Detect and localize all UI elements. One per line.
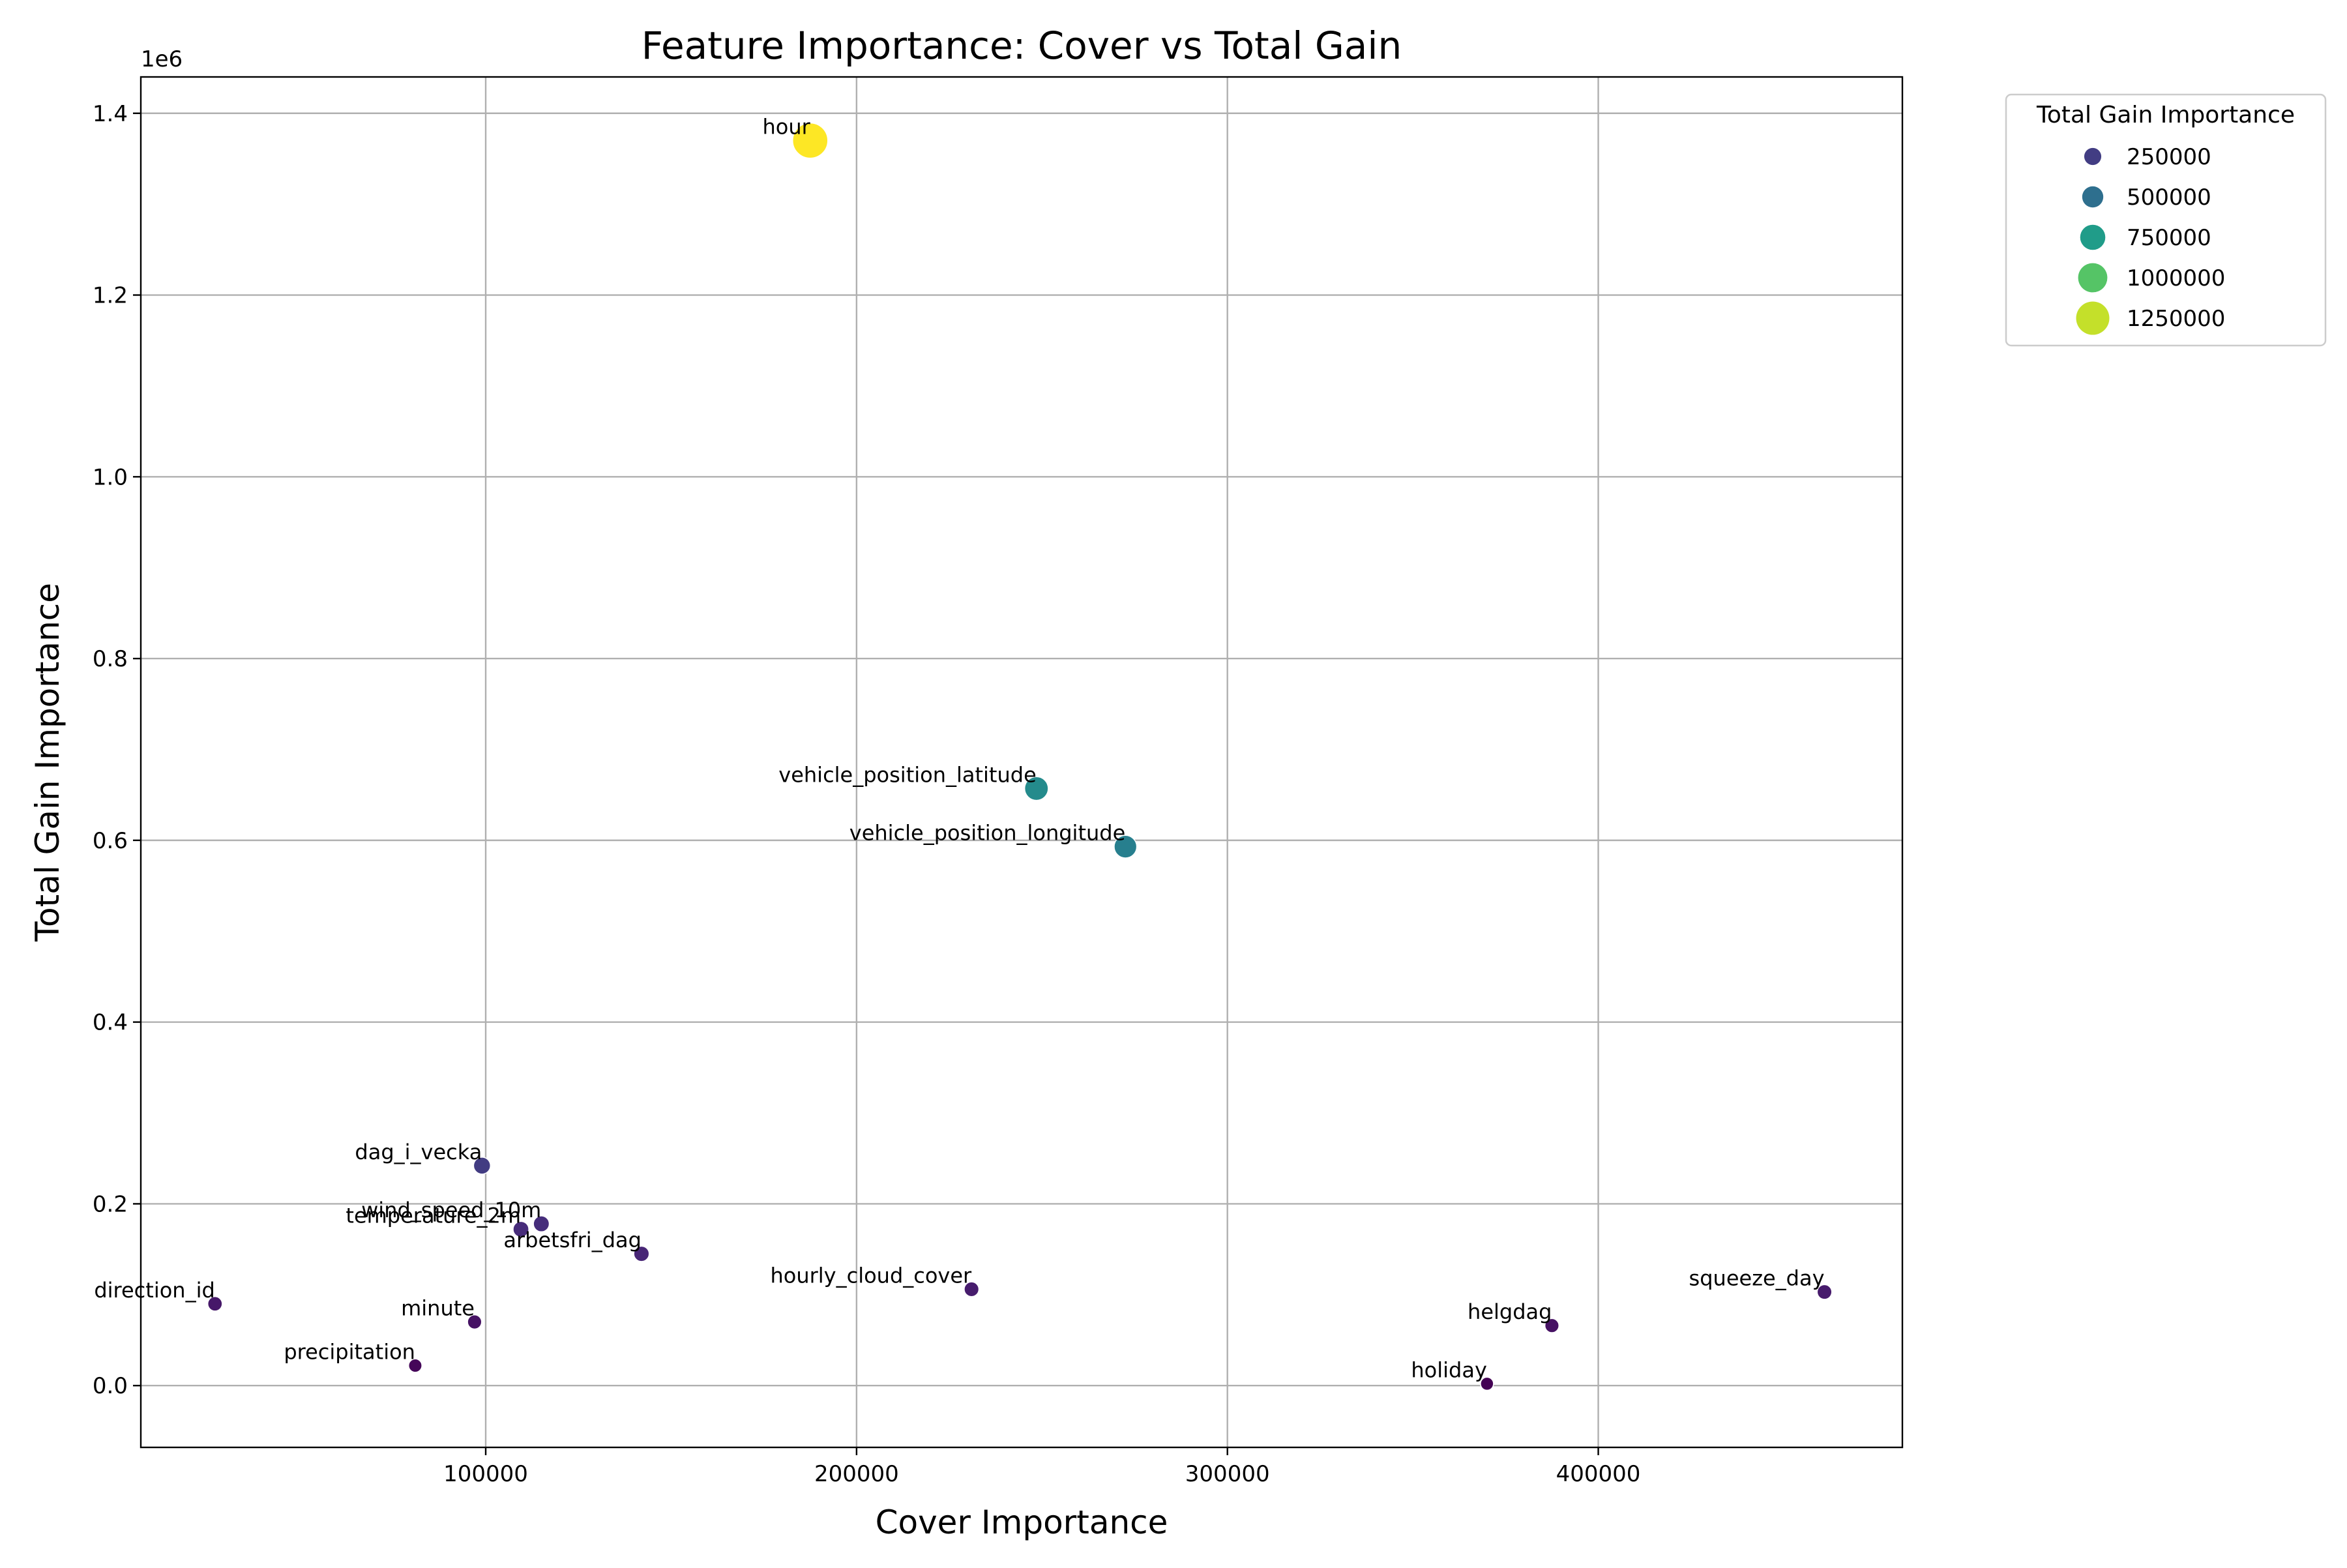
point-label: vehicle_position_latitude	[778, 762, 1036, 787]
y-tick-label: 0.0	[93, 1373, 128, 1399]
plot-frame	[140, 76, 1904, 1449]
y-tick-label: 0.2	[93, 1191, 128, 1217]
data-points	[207, 122, 1833, 1391]
grid-lines	[141, 77, 1902, 1447]
axis-ticks: 100000 200000 300000 400000 0.0 0.2 0.4 0.6 0.8 1…	[93, 101, 1641, 1487]
data-point	[1816, 1284, 1833, 1300]
data-point	[1480, 1376, 1494, 1391]
x-tick-label: 200000	[814, 1461, 899, 1487]
y-axis-label: Total Gain Importance	[29, 583, 66, 942]
legend-label: 250000	[2127, 144, 2211, 170]
point-label: hourly_cloud_cover	[770, 1263, 972, 1288]
legend-label: 1250000	[2127, 306, 2225, 332]
x-tick-label: 300000	[1185, 1461, 1270, 1487]
y-tick-label: 0.6	[93, 828, 128, 854]
legend-marker	[2082, 186, 2104, 208]
point-label: squeeze_day	[1689, 1266, 1825, 1291]
point-labels: hour vehicle_position_latitude vehicle_pos…	[94, 115, 1824, 1383]
legend-marker	[2084, 147, 2102, 166]
legend-title: Total Gain Importance	[2036, 102, 2295, 128]
data-point	[533, 1215, 550, 1233]
data-point	[1024, 776, 1049, 801]
x-axis-label: Cover Importance	[876, 1503, 1168, 1541]
chart-title: Feature Importance: Cover vs Total Gain	[642, 23, 1402, 68]
y-tick-label: 1.2	[93, 283, 128, 309]
legend-label: 1000000	[2127, 265, 2225, 291]
data-point	[467, 1314, 482, 1330]
point-label: wind_speed_10m	[361, 1198, 541, 1222]
legend-entry: 750000	[2080, 224, 2211, 251]
legend-entry: 250000	[2084, 144, 2211, 170]
point-label: hour	[762, 115, 810, 140]
point-label: vehicle_position_longitude	[849, 821, 1126, 846]
data-point	[964, 1281, 980, 1297]
data-point	[633, 1245, 650, 1262]
data-point	[1544, 1318, 1559, 1333]
legend-marker	[2076, 301, 2110, 335]
point-label: precipitation	[284, 1340, 415, 1365]
legend-marker	[2078, 263, 2108, 293]
data-point	[473, 1157, 492, 1175]
legend-entry: 1250000	[2076, 301, 2225, 335]
data-point	[512, 1220, 529, 1238]
data-point	[407, 1358, 422, 1373]
legend: Total Gain Importance 250000 500000 750000…	[2005, 93, 2327, 347]
y-tick-label: 0.4	[93, 1010, 128, 1036]
y-offset-label: 1e6	[141, 46, 183, 72]
legend-label: 750000	[2127, 225, 2211, 251]
y-tick-label: 0.8	[93, 646, 128, 672]
point-label: arbetsfri_dag	[503, 1228, 642, 1252]
legend-marker	[2080, 224, 2106, 250]
point-label: temperature_2m	[346, 1203, 521, 1228]
legend-entry: 500000	[2082, 185, 2211, 211]
y-tick-label: 1.0	[93, 464, 128, 490]
point-label: holiday	[1411, 1357, 1487, 1382]
x-tick-label: 100000	[443, 1461, 528, 1487]
x-tick-label: 400000	[1556, 1461, 1641, 1487]
legend-entries: 250000 500000 750000 1000000 1250000	[2076, 144, 2225, 335]
point-label: minute	[401, 1296, 475, 1321]
legend-label: 500000	[2127, 185, 2211, 211]
legend-entry: 1000000	[2078, 263, 2225, 293]
point-label: helgdag	[1468, 1299, 1552, 1324]
point-label: direction_id	[94, 1278, 214, 1303]
point-label: dag_i_vecka	[355, 1140, 482, 1164]
data-point	[207, 1295, 223, 1312]
data-point	[792, 122, 829, 159]
data-point	[1114, 835, 1138, 859]
y-tick-label: 1.4	[93, 101, 128, 127]
